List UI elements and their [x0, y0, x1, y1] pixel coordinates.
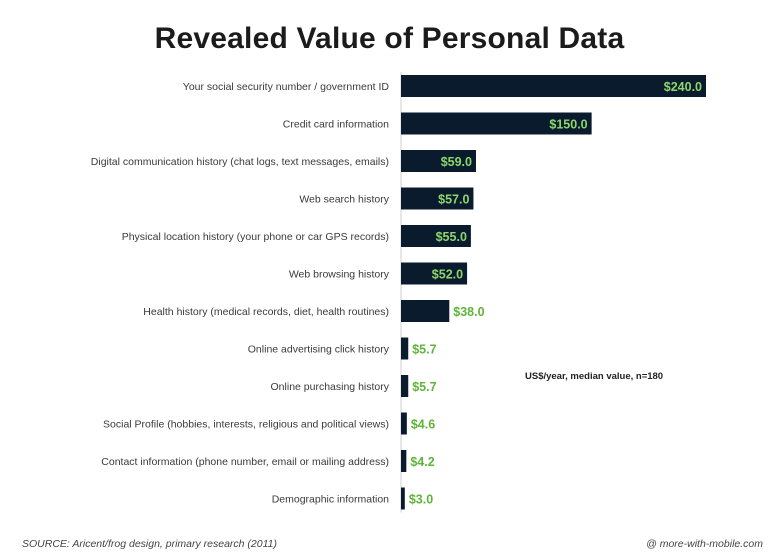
- category-label: Social Profile (hobbies, interests, reli…: [103, 419, 389, 431]
- bar: [401, 300, 450, 322]
- category-label: Digital communication history (chat logs…: [91, 156, 389, 168]
- chart-title: Revealed Value of Personal Data: [154, 22, 625, 55]
- category-label: Online purchasing history: [271, 381, 390, 393]
- data-label: $59.0: [441, 155, 472, 169]
- data-label: $150.0: [549, 118, 587, 132]
- category-label: Online advertising click history: [248, 344, 390, 356]
- data-label: $240.0: [664, 80, 702, 94]
- bar: [401, 187, 474, 210]
- source-note: SOURCE: Aricent/frog design, primary res…: [22, 538, 278, 550]
- data-label: $55.0: [436, 230, 467, 244]
- data-label: $3.0: [409, 493, 433, 507]
- bar: [401, 412, 407, 435]
- category-label: Web search history: [299, 194, 389, 206]
- category-label: Your social security number / government…: [183, 81, 390, 93]
- category-label: Credit card information: [283, 119, 389, 131]
- bar: [401, 262, 468, 285]
- data-label: $4.2: [410, 455, 434, 469]
- credit-note: @ more-with-mobile.com: [646, 538, 763, 550]
- category-label: Contact information (phone number, email…: [101, 456, 389, 468]
- data-label: $5.7: [412, 380, 436, 394]
- data-label: $52.0: [432, 268, 463, 282]
- bar: [401, 75, 706, 97]
- bar: [401, 375, 409, 397]
- category-label: Health history (medical records, diet, h…: [143, 306, 389, 318]
- bar: [401, 337, 409, 360]
- category-label: Demographic information: [272, 494, 389, 506]
- data-label: $5.7: [412, 343, 436, 357]
- category-label: Web browsing history: [289, 269, 390, 281]
- bar: [401, 487, 405, 510]
- data-label: $4.6: [411, 418, 435, 432]
- bar: [401, 450, 407, 472]
- chart-annotation: US$/year, median value, n=180: [525, 371, 664, 382]
- data-label: $57.0: [438, 193, 469, 207]
- bar: [401, 150, 476, 172]
- bar: [401, 112, 592, 135]
- bar: [401, 225, 471, 247]
- data-label: $38.0: [453, 305, 484, 319]
- category-label: Physical location history (your phone or…: [122, 231, 389, 243]
